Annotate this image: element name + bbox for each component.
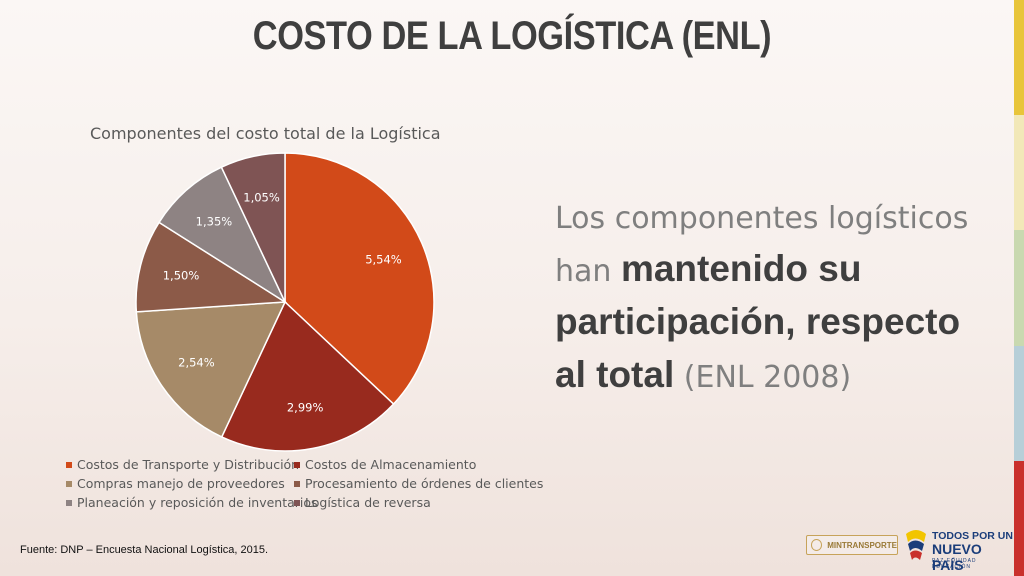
side-text-part2: (ENL 2008): [674, 360, 852, 395]
logo-line-3: PAZ EQUIDAD EDUCACIÓN: [932, 558, 977, 570]
slice-almacenamiento: [220, 300, 395, 452]
legend-item-reversa: Logística de reversa: [294, 494, 534, 511]
slide-title: COSTO DE LA LOGÍSTICA (ENL): [252, 14, 772, 58]
flag-swoosh-icon: [906, 530, 926, 560]
accent-stripe: [1014, 460, 1024, 576]
legend-swatch: [294, 461, 300, 468]
legend-label: Compras manejo de proveedores: [77, 476, 285, 491]
legend-swatch: [66, 499, 72, 506]
mintransporte-logo-text: MINTRANSPORTE: [827, 540, 897, 550]
chart-title: Componentes del costo total de la Logíst…: [90, 124, 441, 143]
slice-reversa: [220, 152, 286, 303]
accent-stripe: [1014, 115, 1024, 231]
accent-stripe: [1014, 0, 1024, 116]
slice-compras: [135, 301, 287, 438]
slice-planeacion: [158, 166, 287, 305]
seal-icon: [811, 539, 823, 551]
logo-line-1: TODOS POR UN: [932, 530, 1013, 542]
legend-swatch: [294, 480, 300, 487]
chart-legend: Costos de Transporte y Distribución Cost…: [66, 456, 543, 511]
slice-value-label: 2,99%: [287, 400, 324, 414]
legend-label: Planeación y reposición de inventarios: [77, 495, 318, 510]
legend-swatch: [66, 461, 72, 468]
accent-stripe: [1014, 230, 1024, 346]
legend-item-transporte: Costos de Transporte y Distribución: [66, 456, 299, 473]
legend-item-compras: Compras manejo de proveedores: [66, 475, 294, 492]
todos-por-un-nuevo-pais-logo: TODOS POR UN NUEVO PAÍS PAZ EQUIDAD EDUC…: [902, 522, 1014, 573]
slice-transporte: [284, 152, 435, 406]
side-text-part1: Los componentes logísticos han: [555, 201, 969, 289]
legend-label: Costos de Almacenamiento: [305, 457, 477, 472]
slice-value-label: 5,54%: [365, 252, 402, 266]
slice-value-label: 2,54%: [178, 355, 215, 369]
slice-value-label: 1,50%: [163, 269, 200, 283]
slice-value-label: 1,35%: [196, 215, 233, 229]
pie-chart: 5,54% 2,99% 2,54% 1,50% 1,35% 1,05%: [135, 152, 435, 452]
side-statement: Los componentes logísticos han mantenido…: [555, 194, 975, 403]
side-text-bold: mantenido su participación, respecto al …: [555, 248, 961, 395]
source-note: Fuente: DNP – Encuesta Nacional Logístic…: [20, 544, 269, 556]
slice-value-label: 1,05%: [243, 190, 280, 204]
logo-line-2: NUEVO PAÍS: [932, 541, 982, 573]
legend-label: Procesamiento de órdenes de clientes: [305, 476, 544, 491]
legend-label: Logística de reversa: [305, 495, 431, 510]
legend-swatch: [294, 499, 300, 506]
slice-procesamiento: [135, 221, 288, 313]
legend-label: Costos de Transporte y Distribución: [77, 457, 300, 472]
mintransporte-logo: MINTRANSPORTE: [806, 535, 898, 555]
legend-swatch: [66, 480, 72, 487]
legend-item-almacenamiento: Costos de Almacenamiento: [294, 456, 534, 473]
legend-item-planeacion: Planeación y reposición de inventarios: [66, 494, 318, 511]
legend-item-procesamiento: Procesamiento de órdenes de clientes: [294, 475, 543, 492]
accent-stripe: [1014, 345, 1024, 461]
